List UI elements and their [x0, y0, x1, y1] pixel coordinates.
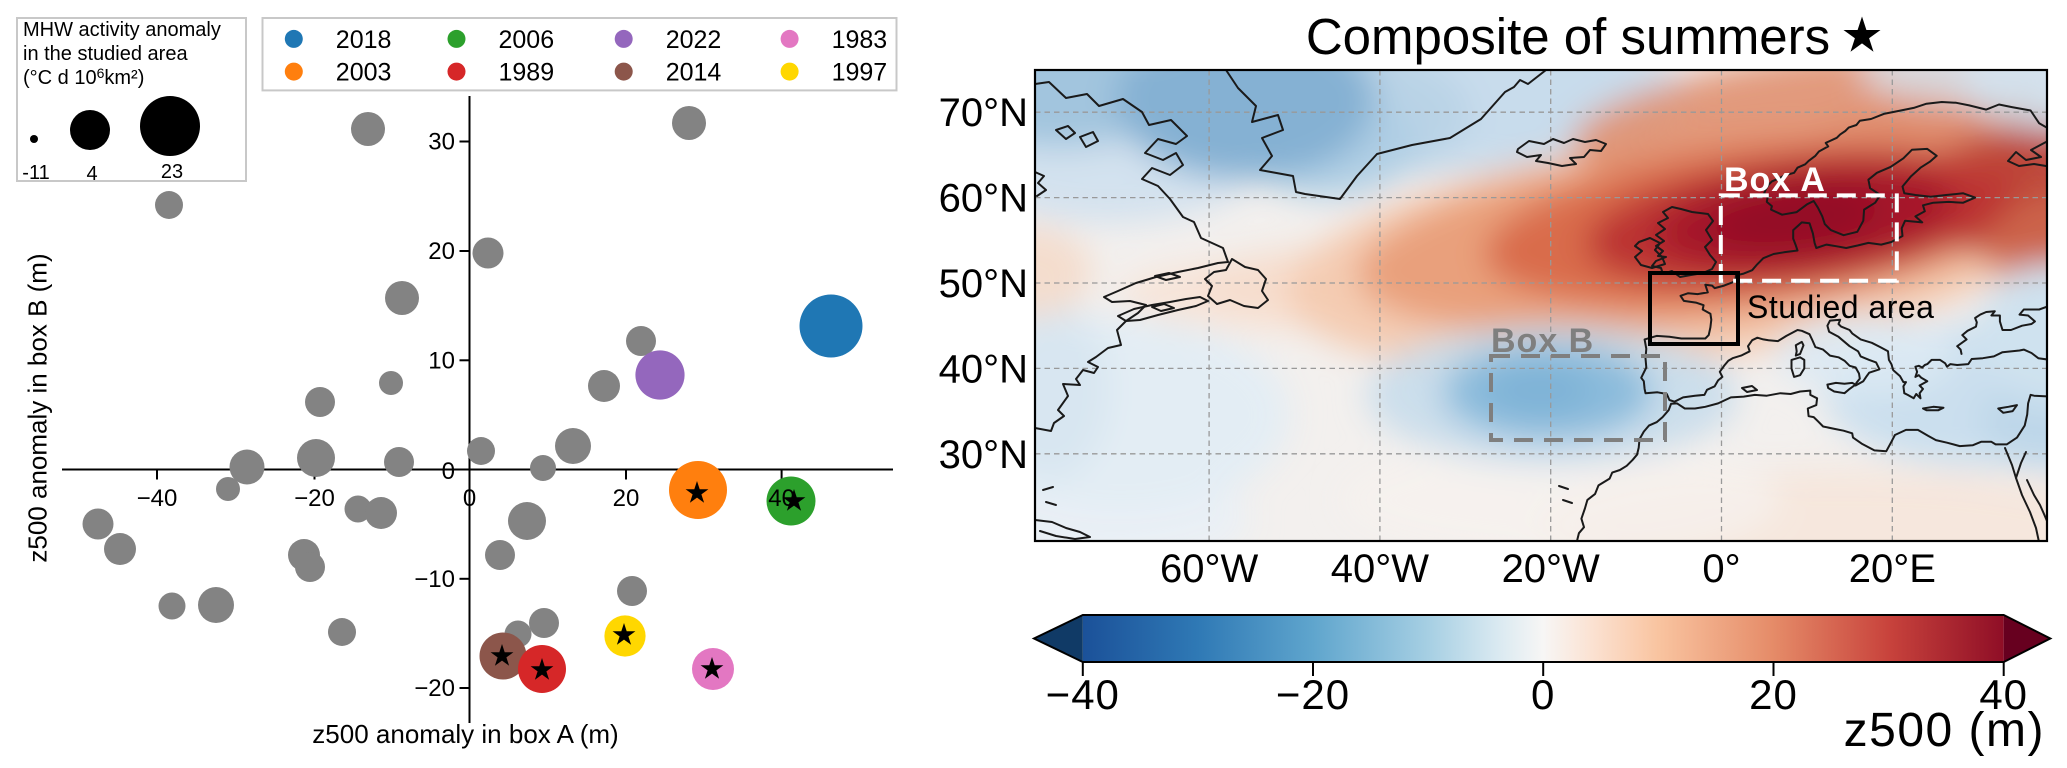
- svg-text:50°N: 50°N: [939, 262, 1028, 306]
- svg-text:0°: 0°: [1702, 547, 1740, 591]
- svg-text:60°N: 60°N: [939, 177, 1028, 221]
- svg-text:1997: 1997: [832, 59, 888, 87]
- svg-text:2014: 2014: [666, 59, 722, 87]
- svg-text:2022: 2022: [666, 26, 722, 54]
- svg-text:z500 (m): z500 (m): [1844, 704, 2045, 757]
- svg-text:10: 10: [428, 347, 455, 374]
- svg-text:2006: 2006: [499, 26, 555, 54]
- svg-text:70°N: 70°N: [939, 91, 1028, 135]
- svg-text:20: 20: [428, 238, 455, 265]
- svg-text:1989: 1989: [499, 59, 555, 87]
- svg-text:40: 40: [1979, 671, 2028, 718]
- svg-text:0: 0: [442, 458, 455, 485]
- svg-text:4: 4: [86, 163, 97, 185]
- svg-text:Box B: Box B: [1491, 322, 1594, 360]
- svg-text:z500 anomaly in box B (m): z500 anomaly in box B (m): [23, 253, 53, 562]
- svg-text:20: 20: [1749, 671, 1798, 718]
- svg-text:0: 0: [1531, 671, 1555, 718]
- svg-text:z500 anomaly in box A (m): z500 anomaly in box A (m): [312, 719, 618, 749]
- svg-text:2003: 2003: [336, 59, 392, 87]
- svg-text:−20: −20: [294, 485, 335, 512]
- svg-text:Composite of summers: Composite of summers: [1306, 8, 1830, 65]
- svg-text:−40: −40: [1046, 671, 1120, 718]
- svg-text:Box A: Box A: [1724, 161, 1826, 199]
- svg-text:0: 0: [463, 485, 476, 512]
- svg-text:(°C d 106km²): (°C d 106km²): [23, 65, 144, 89]
- svg-text:30°N: 30°N: [939, 433, 1028, 477]
- svg-text:−40: −40: [137, 485, 178, 512]
- svg-text:in the studied area: in the studied area: [23, 43, 188, 65]
- svg-text:Studied area: Studied area: [1747, 289, 1934, 325]
- svg-text:23: 23: [161, 161, 183, 183]
- svg-text:60°W: 60°W: [1160, 547, 1258, 591]
- svg-text:20°W: 20°W: [1502, 547, 1600, 591]
- svg-text:20: 20: [613, 485, 640, 512]
- svg-text:30: 30: [428, 129, 455, 156]
- svg-text:40°N: 40°N: [939, 347, 1028, 391]
- svg-text:−20: −20: [414, 675, 455, 702]
- svg-text:MHW activity anomaly: MHW activity anomaly: [23, 19, 221, 41]
- svg-text:2018: 2018: [336, 26, 392, 54]
- svg-text:-11: -11: [22, 162, 49, 184]
- svg-text:−20: −20: [1276, 671, 1350, 718]
- svg-text:1983: 1983: [832, 26, 888, 54]
- svg-text:40°W: 40°W: [1331, 547, 1429, 591]
- svg-text:20°E: 20°E: [1849, 547, 1936, 591]
- svg-text:−10: −10: [414, 566, 455, 593]
